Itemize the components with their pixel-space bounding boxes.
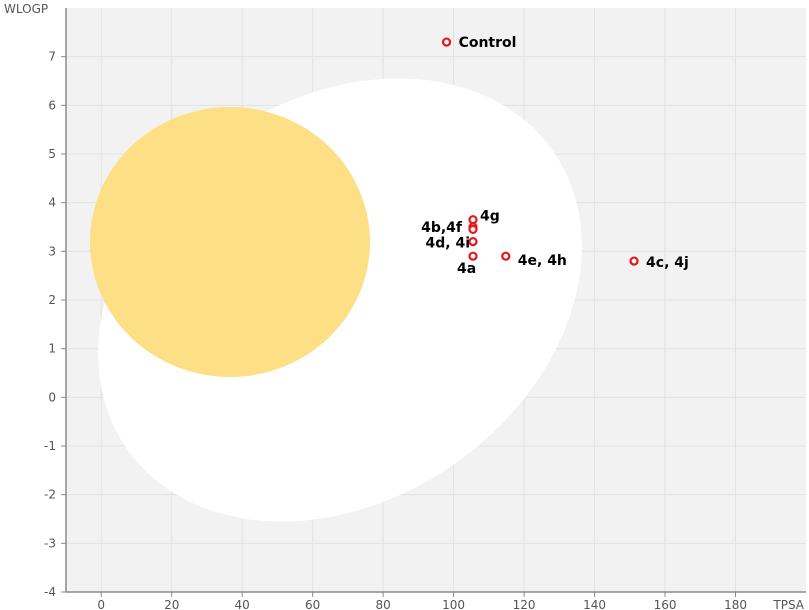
point-label: 4d, 4i (426, 236, 471, 252)
point-label: 4c, 4j (646, 255, 689, 271)
data-point (629, 256, 639, 266)
egg-yolk-region (90, 107, 370, 377)
x-tick-label: 80 (376, 598, 391, 610)
y-tick-label: 7 (48, 50, 56, 64)
x-tick-label: 60 (305, 598, 320, 610)
data-points (441, 37, 639, 266)
x-tick-label: 40 (235, 598, 250, 610)
y-tick-label: 3 (48, 244, 56, 258)
data-point (468, 251, 478, 261)
x-axis-title: TPSA (772, 598, 804, 610)
x-tick-label: 100 (442, 598, 465, 610)
point-label: 4g (480, 209, 500, 225)
data-point (441, 37, 452, 47)
y-tick-label: 1 (48, 342, 56, 356)
x-tick-label: 140 (583, 598, 606, 610)
y-tick-label: -2 (44, 488, 56, 502)
y-tick-label: 4 (48, 196, 56, 210)
y-tick-label: -3 (44, 536, 56, 550)
x-tick-label: 160 (654, 598, 677, 610)
tick-labels: 0 20 40 60 80 100 120 140 160 180 -4 -3 -2 -1 0 1 2 3 4 5 6 7 (44, 50, 747, 610)
y-tick-label: 2 (48, 293, 56, 307)
x-tick-label: 180 (724, 598, 747, 610)
data-point (468, 237, 478, 247)
point-label: 4e, 4h (518, 253, 567, 269)
x-tick-label: 0 (97, 598, 105, 610)
y-tick-label: 5 (48, 147, 56, 161)
data-point (501, 251, 511, 261)
y-axis-title: WLOGP (4, 2, 48, 16)
y-tick-label: 0 (48, 390, 56, 404)
point-label: 4b,4f (421, 220, 463, 236)
x-tick-label: 120 (513, 598, 536, 610)
data-point (468, 215, 478, 225)
point-label: 4a (457, 261, 476, 277)
x-tick-label: 20 (164, 598, 179, 610)
data-point (468, 224, 478, 235)
y-tick-label: -1 (44, 439, 56, 453)
y-tick-label: -4 (44, 585, 56, 599)
point-label: Control (459, 35, 517, 51)
y-tick-label: 6 (48, 98, 56, 112)
